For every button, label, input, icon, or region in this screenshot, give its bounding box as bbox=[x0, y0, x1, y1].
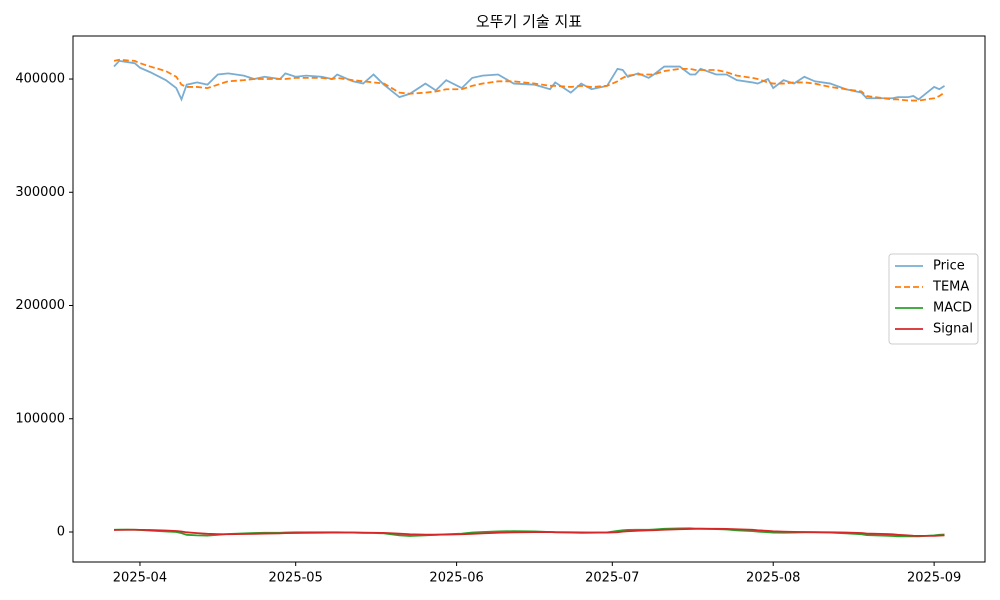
x-tick-label: 2025-04 bbox=[113, 571, 167, 586]
legend-label: Signal bbox=[933, 322, 973, 337]
line-series bbox=[113, 59, 946, 102]
legend-label: MACD bbox=[933, 301, 972, 316]
y-tick-label: 400000 bbox=[15, 72, 65, 87]
chart-title: 오뚜기 기술 지표 bbox=[476, 13, 582, 31]
x-tick-label: 2025-07 bbox=[585, 571, 639, 586]
x-tick-label: 2025-06 bbox=[429, 571, 483, 586]
y-tick-label: 200000 bbox=[15, 298, 65, 313]
x-tick-label: 2025-05 bbox=[269, 571, 323, 586]
legend-label: Price bbox=[933, 259, 965, 274]
line-series bbox=[113, 527, 945, 537]
legend: Price TEMA MACD Signal bbox=[888, 253, 979, 345]
legend-frame bbox=[888, 253, 979, 345]
plot-frame bbox=[72, 35, 986, 563]
y-tick-label: 0 bbox=[57, 524, 65, 539]
y-tick-label: 100000 bbox=[15, 411, 65, 426]
x-tick-label: 2025-09 bbox=[907, 571, 961, 586]
y-tick-label: 300000 bbox=[15, 185, 65, 200]
legend-label: TEMA bbox=[932, 280, 969, 295]
x-tick-label: 2025-08 bbox=[746, 571, 800, 586]
line-series bbox=[113, 58, 946, 102]
